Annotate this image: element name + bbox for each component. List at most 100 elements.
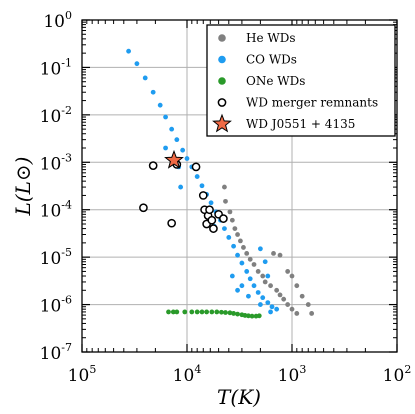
x-tick-label: 104 — [173, 363, 202, 386]
data-point — [238, 238, 243, 244]
x-tick-label: 102 — [383, 363, 412, 386]
data-points — [126, 48, 315, 319]
data-point — [232, 226, 238, 231]
legend: He WDs CO WDs ONe WDs WD merger remnants WD … — [206, 24, 396, 137]
data-point — [239, 283, 245, 289]
data-point — [265, 300, 271, 306]
data-point — [182, 309, 188, 315]
legend-marker — [218, 34, 226, 42]
data-point — [294, 283, 300, 289]
data-point — [163, 145, 168, 151]
data-point — [231, 243, 236, 249]
data-point — [257, 302, 263, 307]
data-point — [289, 306, 295, 312]
data-point — [191, 162, 201, 172]
series-group — [164, 149, 184, 169]
data-point — [268, 283, 273, 289]
data-point — [174, 137, 180, 143]
data-point — [180, 147, 186, 153]
y-tick-label: 10-7 — [40, 341, 72, 364]
data-point — [241, 245, 246, 250]
data-point — [294, 311, 300, 316]
data-point — [231, 311, 236, 316]
data-point — [274, 306, 280, 312]
data-point — [207, 215, 217, 225]
data-point — [150, 89, 156, 95]
data-point — [305, 302, 311, 307]
data-point — [139, 203, 148, 213]
y-tick-label: 10-4 — [40, 199, 72, 222]
series-group — [222, 184, 315, 316]
data-point — [281, 296, 287, 302]
data-point — [229, 217, 235, 223]
data-point — [246, 293, 251, 299]
plot-frame — [81, 19, 398, 353]
data-point — [178, 184, 184, 190]
data-point — [194, 174, 200, 179]
legend-label: ONe WDs — [246, 74, 305, 88]
data-point — [285, 269, 291, 274]
data-point — [255, 290, 261, 295]
data-point — [265, 273, 271, 279]
data-point — [299, 293, 305, 299]
data-point — [262, 259, 268, 265]
data-point — [222, 184, 227, 190]
data-point — [208, 200, 214, 206]
data-point — [271, 250, 276, 256]
data-point — [223, 198, 228, 204]
legend-box — [206, 24, 396, 137]
data-point — [219, 309, 224, 315]
x-tick-label: 105 — [68, 363, 97, 386]
data-point — [184, 156, 190, 161]
data-point — [126, 48, 131, 54]
y-tick-label: 10-6 — [40, 294, 72, 317]
data-point — [166, 309, 171, 315]
data-point — [157, 102, 163, 108]
series-group — [166, 309, 262, 319]
data-point — [239, 260, 245, 266]
x-tick-label: 103 — [278, 363, 307, 386]
data-point — [235, 311, 240, 317]
data-point — [199, 183, 205, 189]
data-point — [214, 309, 220, 315]
data-point — [249, 313, 255, 319]
data-point — [209, 224, 218, 233]
data-point — [209, 309, 215, 315]
data-point — [142, 75, 148, 81]
data-point — [260, 273, 266, 279]
data-point — [222, 226, 227, 231]
data-point — [227, 209, 233, 215]
data-point — [167, 218, 177, 228]
data-point — [247, 256, 253, 262]
data-point — [268, 309, 273, 315]
legend-label: He WDs — [246, 31, 296, 45]
legend-marker — [218, 55, 226, 64]
data-point — [269, 304, 275, 310]
data-point — [251, 283, 257, 289]
y-tick-label: 10-2 — [40, 104, 72, 127]
data-point — [277, 292, 283, 298]
axis-ticks: 105 104 103 102 100 10-1 10-2 10-3 10-4 10-5 10-6 1… — [40, 9, 412, 386]
data-point — [227, 310, 233, 316]
data-point — [255, 269, 261, 274]
data-point — [289, 273, 295, 279]
data-point — [277, 252, 283, 258]
data-point — [205, 205, 214, 215]
series-group — [139, 160, 228, 233]
data-point — [164, 149, 184, 169]
data-point — [256, 313, 262, 319]
data-point — [285, 302, 291, 307]
data-point — [274, 287, 280, 293]
data-point — [148, 161, 158, 170]
y-tick-label: 10-3 — [40, 151, 72, 174]
data-point — [247, 276, 253, 282]
legend-label: WD J0551 + 4135 — [246, 117, 355, 131]
data-point — [223, 310, 228, 315]
data-point — [257, 246, 263, 252]
data-point — [309, 311, 315, 316]
legend-marker — [212, 113, 232, 133]
data-point — [244, 269, 250, 274]
legend-marker — [217, 98, 227, 107]
data-point — [170, 309, 176, 315]
